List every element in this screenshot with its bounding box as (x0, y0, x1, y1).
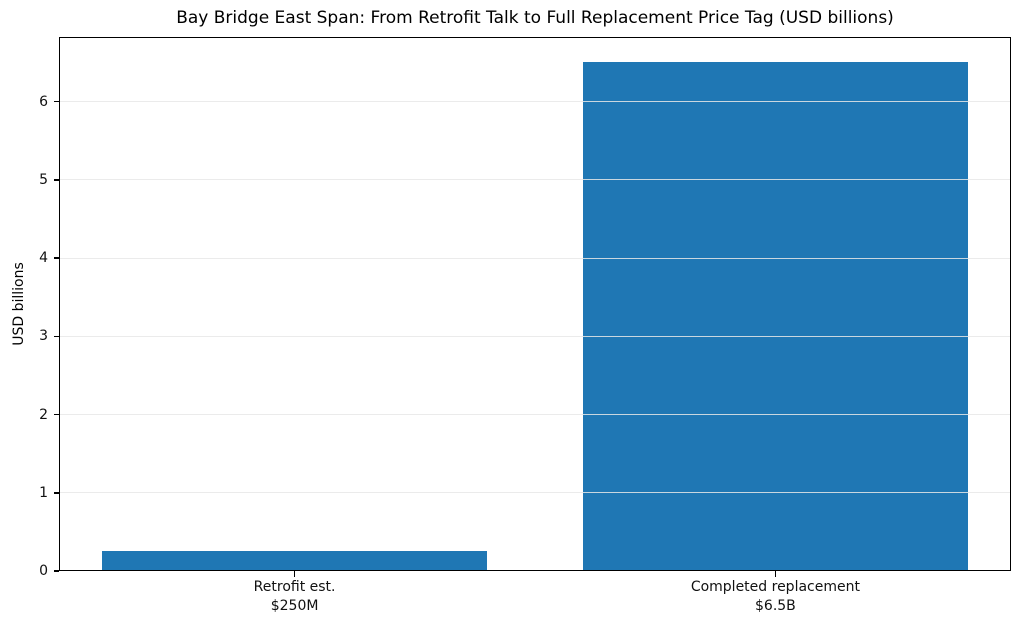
x-tick-label-line1: Retrofit est. (253, 579, 336, 595)
x-tick-label: Completed replacement $6.5B (575, 578, 975, 616)
x-tick-label-line2: $6.5B (755, 598, 796, 614)
y-tick-label: 4 (39, 250, 48, 267)
gridline (60, 101, 1010, 103)
y-tick-label: 1 (39, 484, 48, 501)
y-tick-mark (53, 335, 59, 338)
y-tick-mark (53, 492, 59, 494)
bar (583, 62, 968, 571)
x-tick-mark (774, 571, 777, 577)
gridline (60, 257, 1010, 259)
chart-title: Bay Bridge East Span: From Retrofit Talk… (176, 8, 894, 28)
y-tick-label: 5 (39, 171, 48, 188)
gridline (60, 179, 1010, 181)
gridline (60, 414, 1010, 416)
y-tick-mark (53, 570, 59, 572)
x-tick-label-line2: $250M (270, 598, 319, 614)
gridline (60, 335, 1010, 337)
y-tick-label: 3 (39, 328, 48, 345)
y-tick-mark (53, 100, 59, 103)
plot-area (59, 37, 1011, 571)
gridline (60, 492, 1010, 494)
y-tick-label: 6 (39, 93, 48, 110)
bar (102, 551, 487, 571)
y-tick-label: 2 (39, 406, 48, 423)
y-tick-label: 0 (39, 563, 48, 579)
y-tick-mark (53, 413, 59, 416)
x-tick-mark (293, 571, 296, 577)
x-tick-label-line1: Completed replacement (690, 579, 860, 595)
x-tick-label: Retrofit est. $250M (95, 578, 495, 616)
y-tick-mark (53, 257, 59, 259)
y-tick-mark (53, 179, 59, 181)
